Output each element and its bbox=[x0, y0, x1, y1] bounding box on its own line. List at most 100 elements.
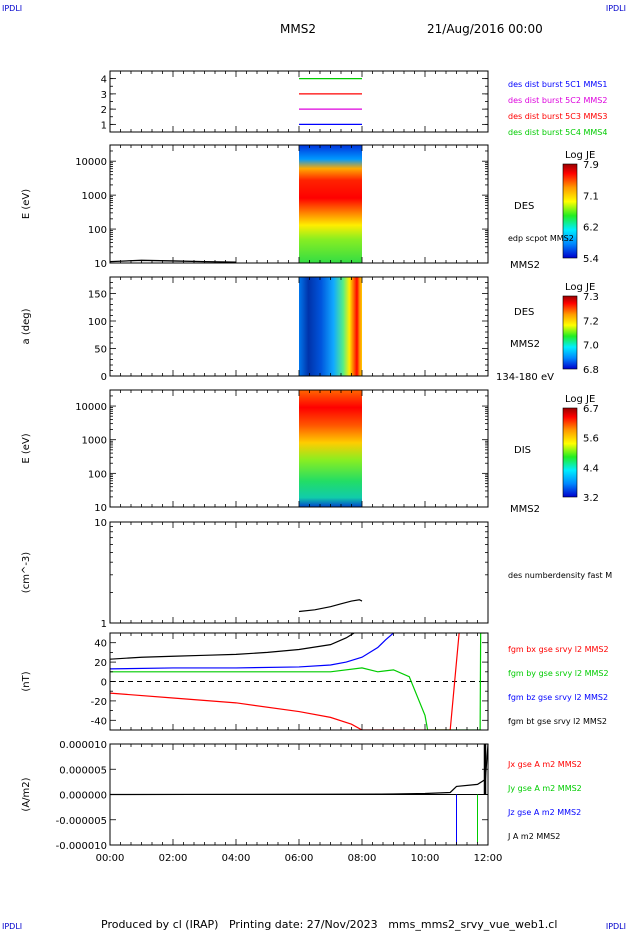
x-tick-label: 10:00 bbox=[411, 853, 440, 864]
y-axis-label: a (deg) bbox=[21, 308, 32, 344]
x-tick-label: 12:00 bbox=[474, 853, 503, 864]
y-tick-label: 0.000010 bbox=[59, 740, 107, 751]
panel-label-scpot: edp scpot MMS2 bbox=[508, 234, 574, 243]
colorbar-tick-label: 5.6 bbox=[583, 434, 599, 445]
colorbar-tick-label: 4.4 bbox=[583, 463, 599, 474]
y-axis-label: (A/m2) bbox=[21, 777, 32, 811]
y-tick-label: 1000 bbox=[82, 191, 107, 202]
y-tick-label: 50 bbox=[94, 345, 107, 356]
legend-entry: des dist burst 5C3 MMS3 bbox=[508, 112, 607, 121]
panel-frame-availability bbox=[109, 70, 489, 133]
colorbar-des-pitch bbox=[562, 295, 578, 370]
x-tick-label: 06:00 bbox=[285, 853, 314, 864]
current-magnitude-line bbox=[109, 743, 489, 796]
y-tick-label: 20 bbox=[94, 658, 107, 669]
spectrogram-dis-energy bbox=[299, 390, 362, 507]
fgm-line bbox=[110, 633, 355, 660]
colorbar-tick-label: 6.7 bbox=[583, 404, 599, 415]
y-tick-label: 0 bbox=[101, 372, 107, 383]
colorbar-dis-energy bbox=[562, 407, 578, 498]
panel-label-dis: DIS bbox=[514, 445, 531, 456]
legend-entry: Jz gse A m2 MMS2 bbox=[507, 808, 581, 817]
legend-entry: J A m2 MMS2 bbox=[507, 832, 560, 841]
legend-entry: fgm by gse srvy l2 MMS2 bbox=[508, 669, 609, 678]
corner-label-tr: IPDLI bbox=[605, 4, 626, 13]
y-axis-label: (nT) bbox=[21, 671, 32, 691]
panel-label-mms2: MMS2 bbox=[510, 260, 540, 271]
y-tick-label: 10 bbox=[94, 503, 107, 514]
panel-label-des: DES bbox=[514, 307, 534, 318]
y-tick-label: 0.000000 bbox=[59, 791, 107, 802]
colorbar-tick-label: 7.3 bbox=[583, 292, 599, 303]
x-tick-label: 08:00 bbox=[348, 853, 377, 864]
y-tick-label: 100 bbox=[88, 469, 107, 480]
spectrogram-des-energy bbox=[299, 145, 362, 263]
y-axis-label: (cm^-3) bbox=[21, 552, 32, 593]
legend-entry: fgm bx gse srvy l2 MMS2 bbox=[508, 645, 609, 654]
date-title: 21/Aug/2016 00:00 bbox=[427, 22, 543, 36]
y-axis-label: E (eV) bbox=[21, 433, 32, 463]
legend-entry: Jx gse A m2 MMS2 bbox=[507, 760, 582, 769]
panel-label-des: DES bbox=[514, 201, 534, 212]
footer-printing-date: Printing date: 27/Nov/2023 bbox=[228, 918, 378, 931]
y-tick-label: 150 bbox=[88, 290, 107, 301]
y-tick-label: 3 bbox=[101, 90, 107, 101]
x-tick-label: 02:00 bbox=[159, 853, 188, 864]
legend-entry: des dist burst 5C2 MMS2 bbox=[508, 96, 607, 105]
colorbar-tick-label: 7.9 bbox=[583, 160, 599, 171]
y-tick-label: 10000 bbox=[75, 157, 107, 168]
legend-entry: fgm bt gse srvy l2 MMS2 bbox=[508, 717, 607, 726]
colorbar-tick-label: 7.2 bbox=[583, 316, 599, 327]
colorbar-tick-label: 7.0 bbox=[583, 341, 599, 352]
y-tick-label: 100 bbox=[88, 225, 107, 236]
y-tick-label: 10 bbox=[94, 518, 107, 529]
legend-entry: Jy gse A m2 MMS2 bbox=[507, 784, 582, 793]
corner-label-br: IPDLI bbox=[605, 922, 626, 931]
x-tick-label: 00:00 bbox=[96, 853, 125, 864]
fgm-line bbox=[110, 633, 394, 670]
legend-entry: des numberdensity fast M bbox=[508, 571, 612, 580]
y-tick-label: -0.000010 bbox=[56, 841, 107, 852]
colorbar-tick-label: 7.1 bbox=[583, 191, 599, 202]
panel-label-energy-range: 134-180 eV bbox=[496, 372, 554, 383]
panel-label-mms2: MMS2 bbox=[510, 339, 540, 350]
y-tick-label: 10000 bbox=[75, 402, 107, 413]
footer-producer: Produced by cl (IRAP) bbox=[101, 918, 219, 931]
y-tick-label: -20 bbox=[91, 697, 107, 708]
y-tick-label: 1 bbox=[101, 120, 107, 131]
y-tick-label: 10 bbox=[94, 259, 107, 270]
spectrogram-des-pitch bbox=[299, 277, 362, 376]
spacecraft-title: MMS2 bbox=[280, 22, 316, 36]
legend-entry: des dist burst 5C1 MMS1 bbox=[508, 80, 607, 89]
y-tick-label: 40 bbox=[94, 639, 107, 650]
corner-label-tl: IPDLI bbox=[2, 4, 23, 13]
y-tick-label: 2 bbox=[101, 105, 107, 116]
colorbar-tick-label: 3.2 bbox=[583, 493, 599, 504]
fgm-line bbox=[110, 633, 486, 730]
y-tick-label: 4 bbox=[101, 75, 107, 86]
legend-entry: fgm bz gse srvy l2 MMS2 bbox=[508, 693, 608, 702]
colorbar-title: Log JE bbox=[565, 282, 595, 293]
colorbar-title: Log JE bbox=[565, 394, 595, 405]
colorbar-des-energy bbox=[562, 163, 578, 259]
density-line bbox=[298, 599, 363, 613]
footer-file: mms_mms2_srvy_vue_web1.cl bbox=[388, 918, 558, 931]
y-tick-label: 0.000005 bbox=[59, 765, 107, 776]
x-tick-label: 04:00 bbox=[222, 853, 251, 864]
y-tick-label: 1000 bbox=[82, 436, 107, 447]
y-tick-label: 0 bbox=[101, 678, 107, 689]
colorbar-title: Log JE bbox=[565, 150, 595, 161]
corner-label-bl: IPDLI bbox=[2, 922, 23, 931]
colorbar-tick-label: 6.8 bbox=[583, 365, 599, 376]
legend-entry: des dist burst 5C4 MMS4 bbox=[508, 128, 607, 137]
y-tick-label: -40 bbox=[91, 716, 107, 727]
y-axis-label: E (eV) bbox=[21, 189, 32, 219]
y-tick-label: 100 bbox=[88, 317, 107, 328]
colorbar-tick-label: 6.2 bbox=[583, 223, 599, 234]
fgm-line bbox=[110, 633, 460, 730]
panel-label-mms2: MMS2 bbox=[510, 504, 540, 515]
panel-frame-density bbox=[109, 521, 489, 624]
y-tick-label: -0.000005 bbox=[56, 816, 107, 827]
colorbar-tick-label: 5.4 bbox=[583, 254, 599, 265]
